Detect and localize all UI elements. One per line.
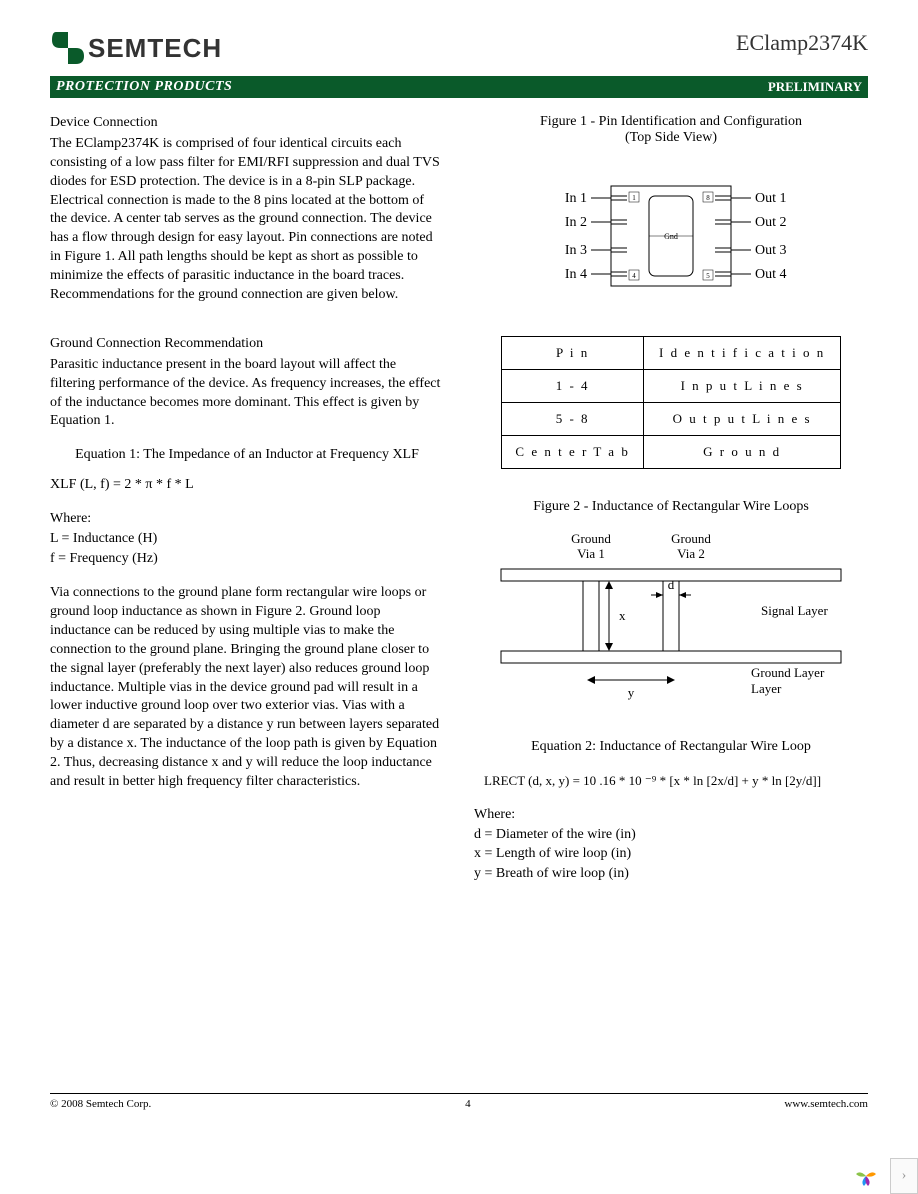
equation1-caption: Equation 1: The Impedance of an Inductor… bbox=[50, 447, 444, 463]
pin-identification-table: P i n I d e n t i f i c a t i o n 1 - 4 … bbox=[501, 336, 841, 469]
logo-text: SEMTECH bbox=[88, 33, 222, 64]
table-row: 5 - 8 O u t p u t L i n e s bbox=[502, 403, 841, 436]
footer-url: www.semtech.com bbox=[784, 1098, 868, 1110]
svg-text:Layer: Layer bbox=[751, 681, 782, 696]
footer: © 2008 Semtech Corp. 4 www.semtech.com bbox=[50, 1093, 868, 1110]
table-cell: I n p u t L i n e s bbox=[644, 370, 841, 403]
section-via-connections: Via connections to the ground plane form… bbox=[50, 584, 444, 792]
where-item: x = Length of wire loop (in) bbox=[474, 844, 868, 864]
page-number: 4 bbox=[465, 1098, 471, 1110]
where2: Where: d = Diameter of the wire (in) x =… bbox=[474, 805, 868, 883]
right-pins bbox=[715, 196, 751, 276]
figure1-caption: Figure 1 - Pin Identification and Config… bbox=[474, 114, 868, 146]
table-cell: 1 - 4 bbox=[502, 370, 644, 403]
svg-text:In 1: In 1 bbox=[565, 191, 587, 206]
title-bar-right: PRELIMINARY bbox=[768, 79, 862, 95]
where-item: f = Frequency (Hz) bbox=[50, 549, 444, 569]
equation1-text: XLF (L, f) = 2 * π * f * L bbox=[50, 477, 194, 492]
svg-text:1: 1 bbox=[632, 194, 636, 202]
svg-text:Signal Layer: Signal Layer bbox=[761, 603, 828, 618]
table-header-cell: P i n bbox=[502, 337, 644, 370]
equation1: XLF (L, f) = 2 * π * f * L bbox=[50, 477, 444, 493]
table-cell: O u t p u t L i n e s bbox=[644, 403, 841, 436]
figure2-diagram: Ground Via 1 Ground Via 2 x bbox=[491, 525, 851, 715]
equation2-text: LRECT (d, x, y) = 10 .16 * 10 ⁻⁹ * [x * … bbox=[484, 773, 821, 788]
svg-text:x: x bbox=[619, 608, 626, 623]
svg-text:Out 2: Out 2 bbox=[755, 215, 787, 230]
svg-text:In 4: In 4 bbox=[565, 267, 587, 282]
figure1-pin-diagram: Gnd 1 4 8 5 bbox=[541, 166, 801, 306]
fig1-caption-line2: (Top Side View) bbox=[474, 130, 868, 146]
svg-text:Via 2: Via 2 bbox=[677, 546, 705, 561]
copyright: © 2008 Semtech Corp. bbox=[50, 1098, 151, 1110]
where-label: Where: bbox=[50, 509, 444, 529]
svg-text:y: y bbox=[628, 685, 635, 700]
table-header-cell: I d e n t i f i c a t i o n bbox=[644, 337, 841, 370]
table-row: C e n t e r T a b G r o u n d bbox=[502, 436, 841, 469]
flower-icon bbox=[852, 1162, 880, 1190]
table-cell: G r o u n d bbox=[644, 436, 841, 469]
table-cell: 5 - 8 bbox=[502, 403, 644, 436]
svg-text:Ground Layer: Ground Layer bbox=[751, 665, 825, 680]
svg-text:Out 4: Out 4 bbox=[755, 267, 787, 282]
section-title: Device Connection bbox=[50, 114, 444, 133]
svg-text:Out 3: Out 3 bbox=[755, 243, 787, 258]
svg-text:Via 1: Via 1 bbox=[577, 546, 605, 561]
table-cell: C e n t e r T a b bbox=[502, 436, 644, 469]
left-column: Device Connection The EClamp2374K is com… bbox=[50, 114, 444, 883]
svg-text:8: 8 bbox=[706, 194, 710, 202]
svg-text:d: d bbox=[668, 577, 675, 592]
footer-divider bbox=[50, 1093, 868, 1094]
logo: SEMTECH bbox=[50, 30, 222, 66]
right-column: Figure 1 - Pin Identification and Config… bbox=[474, 114, 868, 883]
part-number: EClamp2374K bbox=[736, 30, 868, 56]
svg-text:In 3: In 3 bbox=[565, 243, 587, 258]
section-title: Ground Connection Recommendation bbox=[50, 335, 444, 354]
pager: › bbox=[852, 1158, 918, 1194]
section-device-connection: Device Connection The EClamp2374K is com… bbox=[50, 114, 444, 305]
where-item: d = Diameter of the wire (in) bbox=[474, 825, 868, 845]
table-header-row: P i n I d e n t i f i c a t i o n bbox=[502, 337, 841, 370]
svg-text:4: 4 bbox=[632, 272, 636, 280]
svg-text:Ground: Ground bbox=[571, 531, 611, 546]
section-ground-connection: Ground Connection Recommendation Parasit… bbox=[50, 335, 444, 431]
chevron-right-icon: › bbox=[902, 1168, 907, 1184]
footer-row: © 2008 Semtech Corp. 4 www.semtech.com bbox=[50, 1098, 868, 1110]
equation2: LRECT (d, x, y) = 10 .16 * 10 ⁻⁹ * [x * … bbox=[484, 773, 868, 789]
fig1-caption-line1: Figure 1 - Pin Identification and Config… bbox=[474, 114, 868, 130]
next-page-button[interactable]: › bbox=[890, 1158, 918, 1194]
where1: Where: L = Inductance (H) f = Frequency … bbox=[50, 509, 444, 568]
svg-text:In 2: In 2 bbox=[565, 215, 587, 230]
title-bar: PROTECTION PRODUCTS PRELIMINARY bbox=[50, 76, 868, 98]
section-body: The EClamp2374K is comprised of four ide… bbox=[50, 136, 440, 302]
svg-text:Out 1: Out 1 bbox=[755, 191, 787, 206]
semtech-logo-icon bbox=[50, 30, 86, 66]
section-body: Parasitic inductance present in the boar… bbox=[50, 357, 440, 429]
svg-text:Ground: Ground bbox=[671, 531, 711, 546]
where-label: Where: bbox=[474, 805, 868, 825]
table-row: 1 - 4 I n p u t L i n e s bbox=[502, 370, 841, 403]
svg-text:5: 5 bbox=[706, 272, 710, 280]
equation2-caption: Equation 2: Inductance of Rectangular Wi… bbox=[474, 739, 868, 755]
left-pins bbox=[591, 196, 627, 276]
figure2-caption: Figure 2 - Inductance of Rectangular Wir… bbox=[474, 499, 868, 515]
gnd-label: Gnd bbox=[664, 232, 678, 241]
section-body: Via connections to the ground plane form… bbox=[50, 585, 439, 789]
header: SEMTECH EClamp2374K bbox=[50, 30, 868, 66]
where-item: y = Breath of wire loop (in) bbox=[474, 864, 868, 884]
page: SEMTECH EClamp2374K PROTECTION PRODUCTS … bbox=[0, 0, 918, 1140]
content: Device Connection The EClamp2374K is com… bbox=[50, 114, 868, 883]
title-bar-left: PROTECTION PRODUCTS bbox=[56, 79, 232, 95]
where-item: L = Inductance (H) bbox=[50, 529, 444, 549]
